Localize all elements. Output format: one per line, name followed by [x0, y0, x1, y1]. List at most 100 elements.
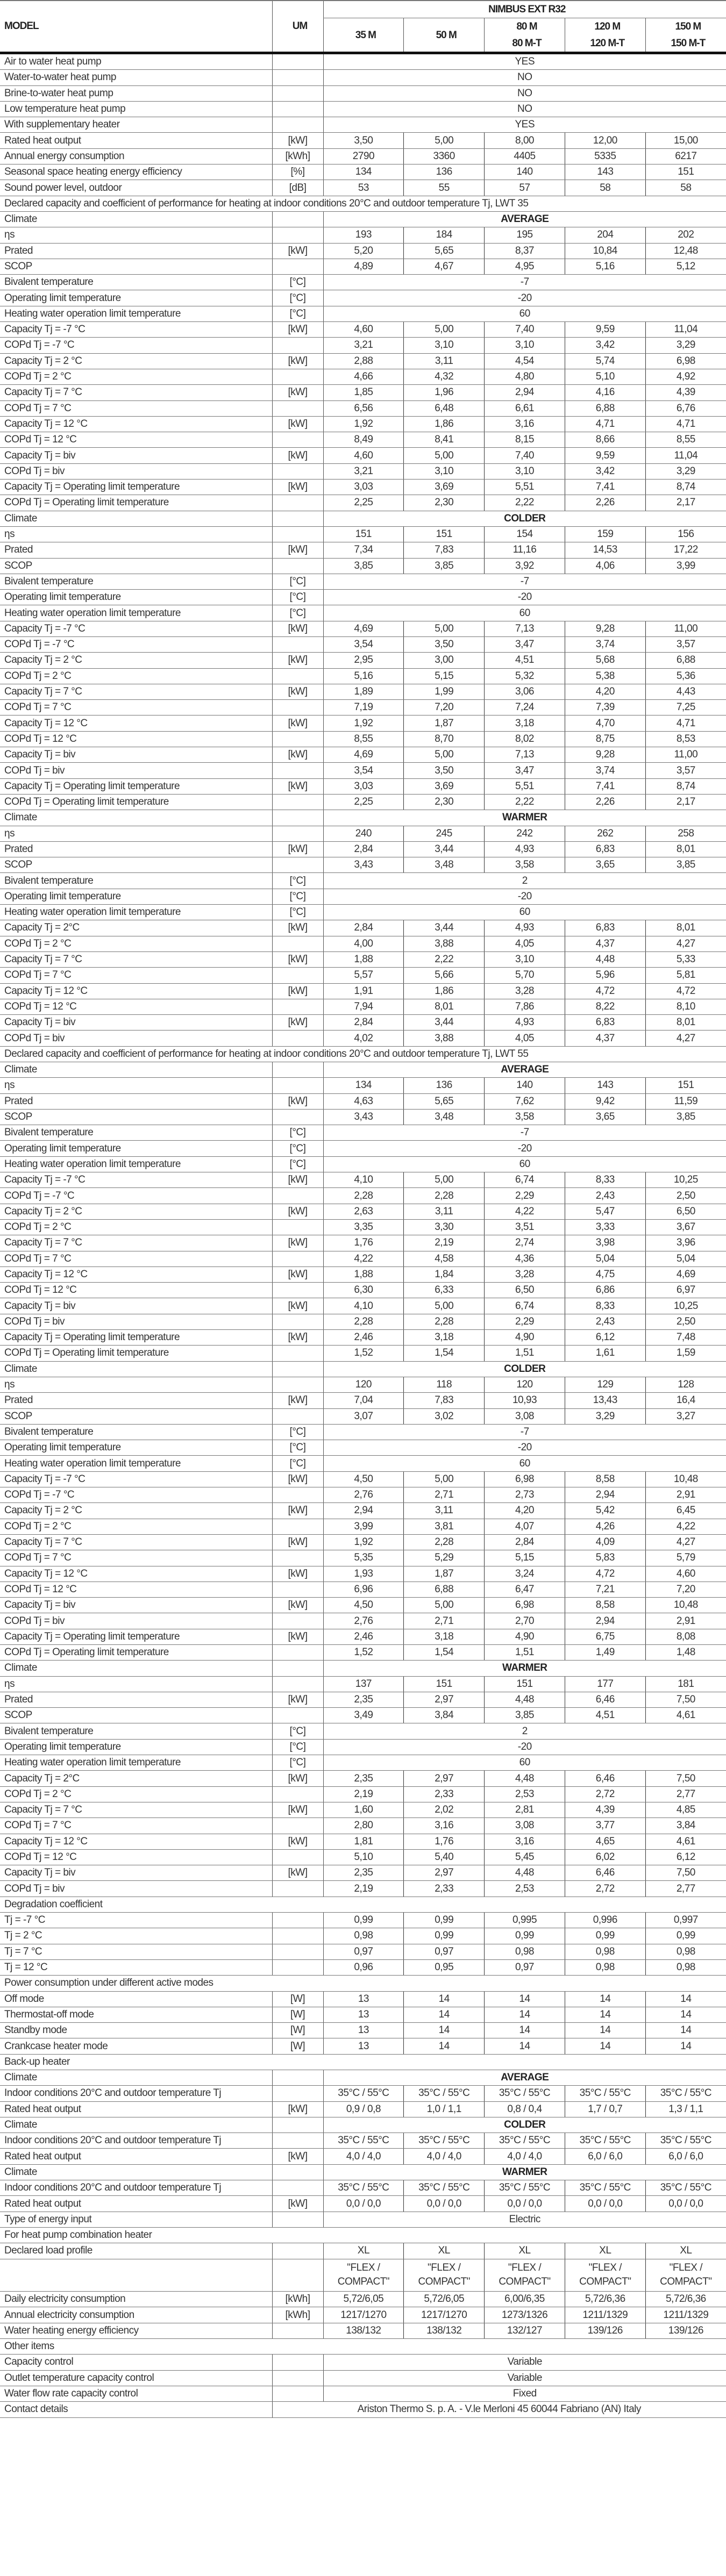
- value-cell: 3,16: [484, 416, 565, 433]
- value-cell: 128: [645, 1376, 726, 1393]
- value-cell: 3,84: [645, 1817, 726, 1834]
- value-cell: 4,85: [645, 1801, 726, 1819]
- value-cell: 5,00: [403, 1172, 485, 1189]
- table-row: Indoor conditions 20°C and outdoor tempe…: [0, 2133, 726, 2149]
- unit-cell: [272, 2211, 323, 2228]
- value-cell: 1,91: [323, 983, 404, 999]
- value-cell: 2,94: [484, 384, 565, 401]
- value-cell: 2,53: [484, 1880, 565, 1897]
- value-cell: 4,48: [484, 1770, 565, 1787]
- row-label: Capacity Tj = biv: [0, 1597, 272, 1614]
- value-cell: 8,53: [645, 731, 726, 748]
- value-cell: 5335: [564, 148, 646, 165]
- value-cell: 3,44: [403, 1014, 485, 1031]
- value-cell: 0,0 / 0,0: [403, 2195, 485, 2212]
- row-label: Capacity Tj = 12 °C: [0, 1565, 272, 1582]
- value-cell: 3,16: [484, 1833, 565, 1850]
- unit-cell: [W]: [272, 2022, 323, 2039]
- row-label: COPd Tj = -7 °C: [0, 636, 272, 653]
- row-label: Capacity Tj = 2°C: [0, 920, 272, 936]
- unit-cell: [kW]: [272, 620, 323, 637]
- unit-cell: [kW]: [272, 683, 323, 700]
- unit-cell: [272, 1613, 323, 1629]
- value-cell: 1,87: [403, 715, 485, 732]
- value-cell: 4,72: [564, 983, 646, 999]
- shared-value: -20: [323, 1738, 726, 1756]
- value-cell: "FLEX / COMPACT": [323, 2258, 404, 2292]
- table-row: COPd Tj = 12 °C 7,94 8,01 7,86 8,22 8,10: [0, 998, 726, 1015]
- unit-cell: [kW]: [272, 715, 323, 732]
- value-cell: 1,59: [645, 1345, 726, 1362]
- row-label: Rated heat output: [0, 2101, 272, 2117]
- value-cell: 14: [645, 2038, 726, 2055]
- unit-cell: [272, 1581, 323, 1598]
- value-cell: 3,30: [403, 1219, 485, 1236]
- unit-cell: [272, 1959, 323, 1976]
- value-cell: 8,55: [323, 731, 404, 748]
- value-cell: 4,50: [323, 1471, 404, 1488]
- value-cell: 0,9 / 0,8: [323, 2101, 404, 2117]
- value-cell: 14: [484, 2038, 565, 2055]
- value-cell: 7,62: [484, 1093, 565, 1110]
- table-row: Bivalent temperature [°C] 2: [0, 1723, 726, 1740]
- section-title: Back-up heater: [0, 2053, 726, 2071]
- model-column-header: 150 M 150 M-T: [645, 18, 726, 54]
- shared-value: 60: [323, 1455, 726, 1472]
- unit-cell: [272, 85, 323, 102]
- value-cell: 7,40: [484, 447, 565, 464]
- value-cell: 7,13: [484, 747, 565, 763]
- value-cell: 11,04: [645, 447, 726, 464]
- table-row: COPd Tj = -7 °C 2,76 2,71 2,73 2,94 2,91: [0, 1487, 726, 1504]
- value-cell: 7,83: [403, 1392, 485, 1409]
- shared-value: 2: [323, 872, 726, 889]
- value-cell: 6,83: [564, 1014, 646, 1031]
- table-row: COPd Tj = 2 °C 2,19 2,33 2,53 2,72 2,77: [0, 1786, 726, 1802]
- value-cell: 2,97: [403, 1691, 485, 1708]
- table-row: Capacity Tj = 7 °C [kW] 1,60 2,02 2,81 4,39 4,…: [0, 1801, 726, 1819]
- value-cell: 3,57: [645, 636, 726, 653]
- climate-row: Climate COLDER: [0, 1361, 726, 1377]
- row-label: ηs: [0, 1376, 272, 1393]
- value-cell: 4,51: [484, 652, 565, 669]
- value-cell: 58: [564, 180, 646, 196]
- row-label: Capacity Tj = biv: [0, 747, 272, 763]
- row-label: Capacity Tj = 7 °C: [0, 1534, 272, 1551]
- row-label: Operating limit temperature: [0, 589, 272, 606]
- row-label: Standby mode: [0, 2022, 272, 2039]
- unit-cell: [272, 1849, 323, 1866]
- value-cell: 4,43: [645, 683, 726, 700]
- value-cell: 1217/1270: [403, 2307, 485, 2323]
- value-cell: 4,67: [403, 258, 485, 275]
- value-cell: 3,54: [323, 636, 404, 653]
- value-cell: 2,77: [645, 1786, 726, 1802]
- value-cell: 5,00: [403, 321, 485, 338]
- unit-cell: [272, 227, 323, 244]
- value-cell: 2,28: [403, 1534, 485, 1551]
- unit-cell: [272, 731, 323, 748]
- unit-cell: [°C]: [272, 1455, 323, 1472]
- table-row: SCOP 3,49 3,84 3,85 4,51 4,61: [0, 1707, 726, 1724]
- value-cell: 6,46: [564, 1770, 646, 1787]
- value-cell: 132/127: [484, 2322, 565, 2339]
- value-cell: 4,54: [484, 353, 565, 369]
- row-label: Climate: [0, 810, 272, 826]
- table-row: Heating water operation limit temperatur…: [0, 605, 726, 621]
- value-cell: 0,98: [564, 1959, 646, 1976]
- value-cell: 7,50: [645, 1770, 726, 1787]
- value-cell: 3,48: [403, 1108, 485, 1126]
- value-cell: 3,10: [484, 337, 565, 354]
- value-cell: 2,77: [645, 1880, 726, 1897]
- value-cell: 5,51: [484, 778, 565, 795]
- table-row: SCOP 3,43 3,48 3,58 3,65 3,85: [0, 857, 726, 874]
- row-label: Capacity Tj = Operating limit temperatur…: [0, 778, 272, 795]
- table-row: Capacity Tj = 12 °C [kW] 1,91 1,86 3,28 4,72 4…: [0, 983, 726, 999]
- value-cell: 4,66: [323, 368, 404, 385]
- value-cell: 3,98: [564, 1235, 646, 1251]
- row-label: Rated heat output: [0, 2195, 272, 2212]
- value-cell: 204: [564, 227, 646, 244]
- unit-cell: [272, 2133, 323, 2149]
- value-cell: 5,38: [564, 668, 646, 684]
- table-row: Capacity Tj = -7 °C [kW] 4,60 5,00 7,40 9,59 1…: [0, 321, 726, 338]
- table-row: Capacity Tj = 12 °C [kW] 1,92 1,87 3,18 4,70 4…: [0, 715, 726, 732]
- value-cell: 6,86: [564, 1282, 646, 1299]
